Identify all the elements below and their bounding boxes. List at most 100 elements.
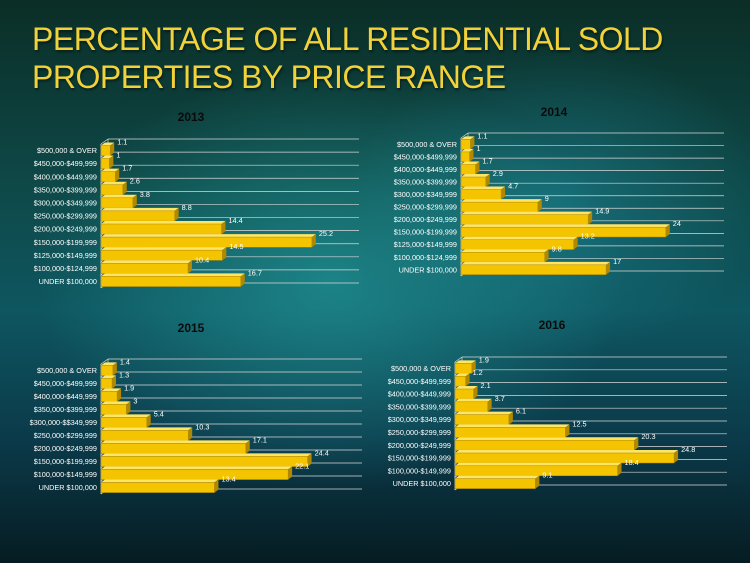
value-label: 1.2: [473, 368, 483, 377]
bar-top: [455, 360, 476, 364]
gridline-depth: [460, 132, 469, 139]
value-label: 3.8: [140, 190, 150, 199]
category-label: $200,000-$249,999: [394, 215, 457, 224]
value-label: 10.3: [195, 422, 209, 431]
category-label: UNDER $100,000: [399, 265, 457, 274]
bar-top: [461, 186, 506, 190]
value-label: 2.9: [493, 169, 503, 178]
bar-side: [288, 466, 293, 480]
bar-top: [461, 136, 475, 140]
chart-2014-svg: 2014 $500,000 & OVER 1.1 $450,000-$499,999…: [394, 105, 724, 277]
bar-top: [101, 247, 227, 251]
category-label: $350,000-$399,999: [388, 402, 451, 411]
category-label: $250,000-$299,999: [34, 431, 97, 440]
category-label: $350,000-$399,999: [34, 185, 97, 194]
value-label: 2.1: [481, 381, 491, 390]
value-label: 14.5: [229, 242, 243, 251]
bar-side: [222, 247, 227, 261]
bar-side: [122, 181, 127, 195]
plot-area: [100, 358, 362, 495]
bar: [100, 482, 215, 493]
bar-side: [214, 479, 219, 493]
bar-side: [573, 236, 578, 250]
bar-top: [101, 142, 115, 146]
bar-side: [588, 211, 593, 225]
value-label: 3.7: [495, 394, 505, 403]
bar: [460, 164, 476, 175]
chart-2015: 2015 $500,000 & OVER 1.4 $450,000-$499,999…: [0, 312, 375, 512]
bar-side: [544, 249, 549, 263]
value-label: 22.1: [295, 461, 309, 470]
bar-top: [101, 375, 117, 379]
value-label: 12.5: [572, 419, 586, 428]
bar-side: [470, 136, 475, 150]
bar-top: [455, 462, 622, 466]
bar-top: [101, 427, 193, 431]
slide-title: PERCENTAGE OF ALL RESIDENTIAL SOLD PROPE…: [32, 21, 663, 95]
value-label: 10.4: [195, 255, 209, 264]
bar: [100, 417, 147, 428]
bar: [100, 145, 111, 156]
category-label: $450,000-$499,999: [34, 159, 97, 168]
bar-side: [606, 261, 611, 275]
chart-2013: 2013 $500,000 & OVER 1.1 $450,000-$499,999…: [0, 102, 375, 302]
bar: [454, 452, 675, 464]
bar: [100, 197, 134, 209]
bar: [100, 263, 189, 274]
category-label: $125,000-$149,999: [394, 240, 457, 249]
category-label: $300,000-$$349,999: [30, 418, 97, 427]
bar: [460, 176, 486, 188]
value-label: 25.2: [319, 229, 333, 238]
bar-top: [461, 249, 549, 253]
bar-side: [311, 234, 316, 248]
value-label: 18.4: [625, 458, 639, 467]
bar: [460, 139, 471, 150]
category-label: $100,000-$124,999: [34, 264, 97, 273]
bar-top: [101, 453, 312, 457]
bar: [100, 276, 241, 287]
bar-side: [109, 155, 114, 169]
bar: [100, 223, 222, 235]
value-label: 1.1: [117, 137, 127, 146]
value-label: 8.8: [182, 203, 192, 212]
bar: [454, 439, 635, 451]
bar-top: [461, 174, 490, 178]
chart-title: 2016: [539, 318, 566, 332]
value-label: 5.4: [154, 409, 164, 418]
bar-side: [485, 174, 490, 187]
value-label: 6.1: [516, 407, 526, 416]
bar: [100, 378, 113, 389]
bar-side: [115, 168, 120, 182]
bar: [460, 151, 470, 162]
bar-side: [469, 148, 474, 162]
gridline-depth: [100, 138, 109, 145]
bar: [100, 365, 114, 376]
bar: [100, 443, 247, 454]
bar-top: [101, 260, 193, 264]
category-label: $300,000-$349,999: [34, 199, 97, 208]
category-label: $400,000-$449,999: [34, 392, 97, 401]
bar: [454, 375, 466, 387]
bar-top: [461, 211, 593, 215]
bar: [454, 478, 536, 489]
gridline-depth: [100, 358, 109, 365]
value-label: 1.4: [120, 357, 130, 366]
category-label: $125,000-$149,999: [34, 251, 97, 260]
gridline-depth: [454, 356, 463, 363]
bar-top: [101, 273, 245, 277]
bar-top: [455, 386, 478, 390]
plot-area: [100, 138, 359, 289]
category-label: $200,000-$249,999: [34, 444, 97, 453]
category-label: $200,000-$249,999: [388, 441, 451, 450]
category-label: $450,000-$499,999: [34, 379, 97, 388]
bar-side: [473, 386, 478, 399]
bar: [460, 226, 667, 238]
value-label: 1.9: [124, 383, 134, 392]
category-label: $350,000-$399,999: [394, 178, 457, 187]
bar-side: [221, 220, 226, 235]
value-label: 2.6: [130, 177, 140, 186]
chart-title: 2013: [178, 110, 205, 124]
bar-side: [117, 388, 122, 402]
bar-side: [146, 414, 151, 428]
category-label: $250,000-$299,999: [34, 212, 97, 221]
